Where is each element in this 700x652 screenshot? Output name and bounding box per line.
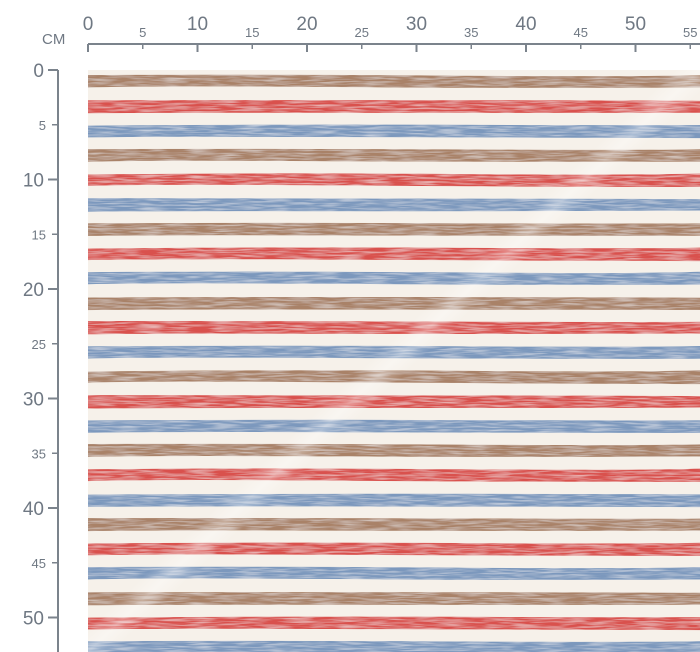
top-tick-label: 35 bbox=[464, 25, 478, 40]
left-tick-label: 10 bbox=[23, 171, 44, 192]
left-tick-label: 40 bbox=[23, 499, 44, 520]
top-tick-label: 40 bbox=[515, 14, 536, 35]
left-ruler-ticks: 0 5 10 15 20 25 30 35 40 45 50 bbox=[23, 61, 58, 630]
left-tick-label: 30 bbox=[23, 390, 44, 411]
top-tick-label: 15 bbox=[245, 25, 259, 40]
left-tick-label: 35 bbox=[32, 446, 46, 461]
top-tick-label: 30 bbox=[406, 14, 427, 35]
top-tick-label: 10 bbox=[187, 14, 208, 35]
left-tick-label: 50 bbox=[23, 609, 44, 630]
top-tick-label: 45 bbox=[574, 25, 588, 40]
top-ruler-ticks: 0 5 10 15 20 25 30 35 40 45 50 55 bbox=[83, 14, 697, 52]
top-tick-label: 0 bbox=[83, 14, 94, 35]
top-tick-label: 25 bbox=[355, 25, 369, 40]
fabric-sheen bbox=[88, 70, 700, 652]
fabric-swatch bbox=[88, 70, 700, 652]
top-tick-label: 55 bbox=[683, 25, 697, 40]
left-tick-label: 25 bbox=[32, 337, 46, 352]
left-tick-label: 20 bbox=[23, 280, 44, 301]
left-tick-label: 0 bbox=[33, 61, 44, 82]
left-tick-label: 45 bbox=[32, 556, 46, 571]
left-tick-label: 15 bbox=[32, 227, 46, 242]
ruler-unit-label: CM bbox=[42, 31, 65, 48]
striped-pattern bbox=[88, 70, 700, 652]
top-tick-label: 5 bbox=[139, 25, 146, 40]
top-tick-label: 20 bbox=[296, 14, 317, 35]
top-tick-label: 50 bbox=[625, 14, 646, 35]
left-tick-label: 5 bbox=[39, 118, 46, 133]
